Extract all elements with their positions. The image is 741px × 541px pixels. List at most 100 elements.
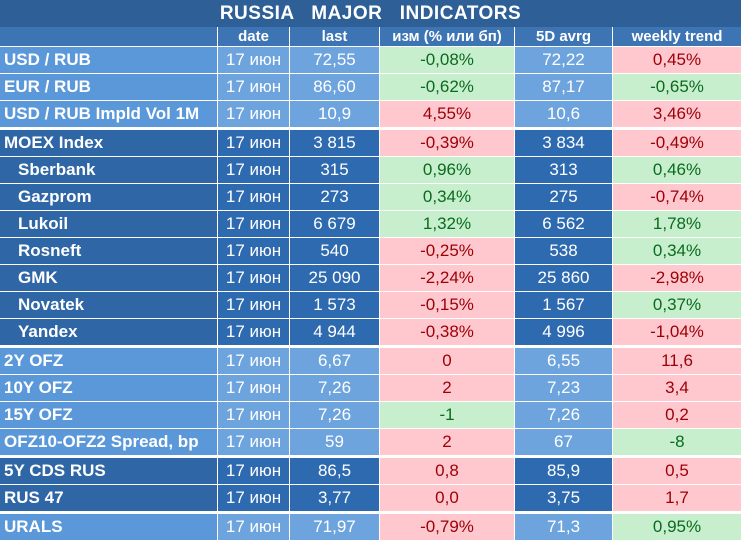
cell-weekly-trend: 0,34% (613, 238, 741, 265)
cell-last: 6 679 (290, 211, 380, 238)
cell-change: 2 (380, 429, 515, 456)
cell-last: 1 573 (290, 292, 380, 319)
cell-last: 86,60 (290, 74, 380, 101)
cell-5d-average: 7,26 (515, 402, 613, 429)
cell-5d-average: 6,55 (515, 348, 613, 375)
cell-5d-average: 3 834 (515, 130, 613, 157)
cell-change: -0,62% (380, 74, 515, 101)
cell-weekly-trend: 1,7 (613, 485, 741, 512)
cell-last: 86,5 (290, 458, 380, 485)
table-row: OFZ10-OFZ2 Spread, bp 17 июн 59 2 67 -8 (0, 429, 741, 456)
cell-date: 17 июн (218, 292, 290, 319)
cell-weekly-trend: 11,6 (613, 348, 741, 375)
cell-change: 1,32% (380, 211, 515, 238)
cell-change: 0,0 (380, 485, 515, 512)
title-bar: RUSSIA MAJOR INDICATORS (0, 0, 741, 27)
table-row: USD / RUB Impld Vol 1M 17 июн 10,9 4,55% 10,… (0, 101, 741, 128)
cell-change: -1 (380, 402, 515, 429)
cell-5d-average: 6 562 (515, 211, 613, 238)
cell-5d-average: 4 996 (515, 319, 613, 346)
table-row: EUR / RUB 17 июн 86,60 -0,62% 87,17 -0,65% (0, 74, 741, 101)
cell-last: 6,67 (290, 348, 380, 375)
cell-change: 4,55% (380, 101, 515, 128)
cell-5d-average: 3,75 (515, 485, 613, 512)
cell-name: Sberbank (0, 157, 218, 184)
table-row: 2Y OFZ 17 июн 6,67 0 6,55 11,6 (0, 346, 741, 375)
table-row: Yandex 17 июн 4 944 -0,38% 4 996 -1,04% (0, 319, 741, 346)
cell-last: 3 815 (290, 130, 380, 157)
indicators-table: date last изм (% или бп) 5D avrg weekly … (0, 27, 741, 541)
table-row: Rosneft 17 июн 540 -0,25% 538 0,34% (0, 238, 741, 265)
cell-last: 59 (290, 429, 380, 456)
cell-date: 17 июн (218, 157, 290, 184)
cell-last: 72,55 (290, 47, 380, 74)
page-title: RUSSIA MAJOR INDICATORS (219, 2, 522, 24)
cell-5d-average: 71,3 (515, 514, 613, 541)
cell-name: EUR / RUB (0, 74, 218, 101)
cell-name: GMK (0, 265, 218, 292)
header-name (0, 27, 218, 47)
cell-name: RUS 47 (0, 485, 218, 512)
cell-weekly-trend: 3,46% (613, 101, 741, 128)
cell-5d-average: 7,23 (515, 375, 613, 402)
cell-name: USD / RUB Impld Vol 1M (0, 101, 218, 128)
table-row: MOEX Index 17 июн 3 815 -0,39% 3 834 -0,49% (0, 128, 741, 157)
cell-last: 315 (290, 157, 380, 184)
cell-change: 0,34% (380, 184, 515, 211)
cell-date: 17 июн (218, 47, 290, 74)
cell-5d-average: 25 860 (515, 265, 613, 292)
cell-name: Lukoil (0, 211, 218, 238)
cell-weekly-trend: 0,5 (613, 458, 741, 485)
cell-name: Gazprom (0, 184, 218, 211)
header-date: date (218, 27, 290, 47)
cell-5d-average: 538 (515, 238, 613, 265)
cell-last: 273 (290, 184, 380, 211)
cell-date: 17 июн (218, 375, 290, 402)
cell-name: Yandex (0, 319, 218, 346)
cell-5d-average: 87,17 (515, 74, 613, 101)
table-row: 5Y CDS RUS 17 июн 86,5 0,8 85,9 0,5 (0, 456, 741, 485)
cell-5d-average: 1 567 (515, 292, 613, 319)
cell-name: 5Y CDS RUS (0, 458, 218, 485)
cell-date: 17 июн (218, 348, 290, 375)
cell-date: 17 июн (218, 265, 290, 292)
cell-name: 15Y OFZ (0, 402, 218, 429)
cell-name: Rosneft (0, 238, 218, 265)
cell-change: -0,15% (380, 292, 515, 319)
cell-date: 17 июн (218, 429, 290, 456)
cell-last: 540 (290, 238, 380, 265)
table-body: USD / RUB 17 июн 72,55 -0,08% 72,22 0,45% EUR … (0, 47, 741, 541)
cell-weekly-trend: -0,65% (613, 74, 741, 101)
cell-name: URALS (0, 514, 218, 541)
cell-date: 17 июн (218, 238, 290, 265)
cell-5d-average: 275 (515, 184, 613, 211)
cell-change: -2,24% (380, 265, 515, 292)
table-row: Novatek 17 июн 1 573 -0,15% 1 567 0,37% (0, 292, 741, 319)
cell-date: 17 июн (218, 101, 290, 128)
table-row: Lukoil 17 июн 6 679 1,32% 6 562 1,78% (0, 211, 741, 238)
cell-weekly-trend: 0,46% (613, 157, 741, 184)
cell-change: -0,38% (380, 319, 515, 346)
cell-date: 17 июн (218, 514, 290, 541)
cell-name: OFZ10-OFZ2 Spread, bp (0, 429, 218, 456)
cell-last: 3,77 (290, 485, 380, 512)
cell-change: 2 (380, 375, 515, 402)
cell-weekly-trend: -8 (613, 429, 741, 456)
cell-5d-average: 67 (515, 429, 613, 456)
cell-weekly-trend: -0,74% (613, 184, 741, 211)
cell-5d-average: 72,22 (515, 47, 613, 74)
table-row: 15Y OFZ 17 июн 7,26 -1 7,26 0,2 (0, 402, 741, 429)
header-last: last (290, 27, 380, 47)
cell-last: 25 090 (290, 265, 380, 292)
cell-change: 0,96% (380, 157, 515, 184)
cell-weekly-trend: -0,49% (613, 130, 741, 157)
cell-change: -0,39% (380, 130, 515, 157)
cell-weekly-trend: -1,04% (613, 319, 741, 346)
table-row: 10Y OFZ 17 июн 7,26 2 7,23 3,4 (0, 375, 741, 402)
table-row: Sberbank 17 июн 315 0,96% 313 0,46% (0, 157, 741, 184)
cell-change: 0,8 (380, 458, 515, 485)
cell-weekly-trend: 1,78% (613, 211, 741, 238)
cell-name: Novatek (0, 292, 218, 319)
cell-change: -0,79% (380, 514, 515, 541)
